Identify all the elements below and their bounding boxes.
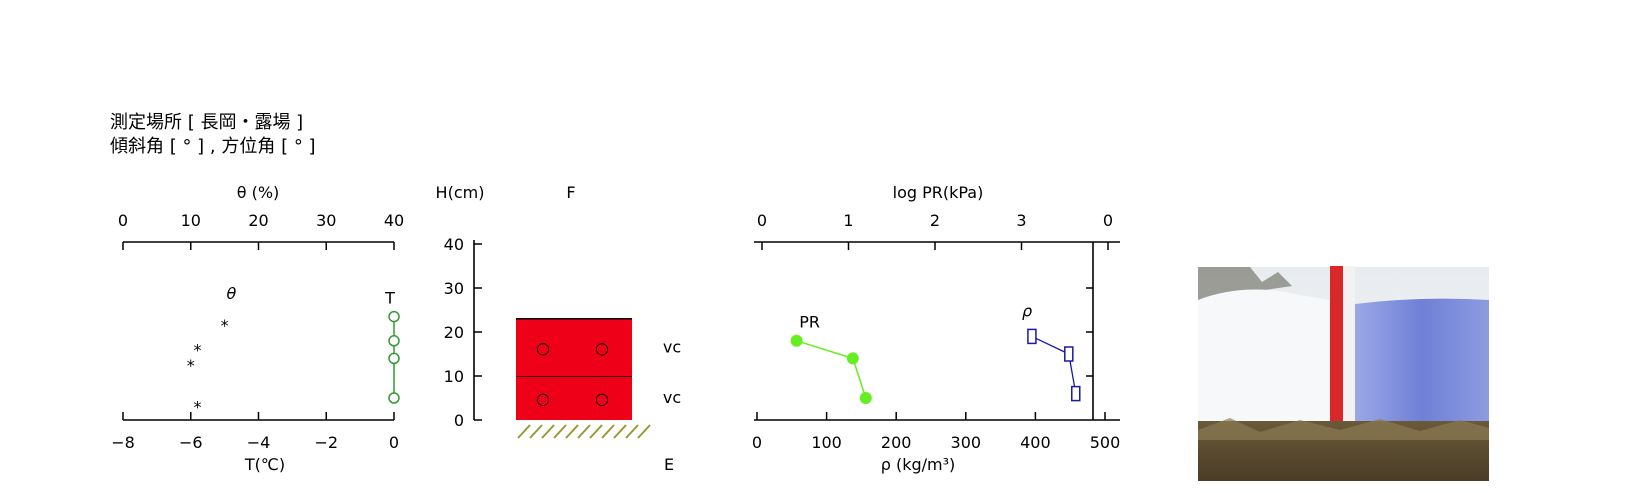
height-axis-ticks: 0 10 20 30 40 (444, 235, 482, 430)
snow-pit-photo (1198, 266, 1489, 481)
log-pr-tick-label: 0 (757, 211, 767, 230)
ground-hatch-line (541, 424, 555, 439)
theta-point: * (194, 340, 202, 359)
height-tick-label: 30 (444, 279, 464, 298)
layer-type-label: vc (663, 388, 681, 407)
snow-layers: ○ ○ vc ○ ○ vc (516, 318, 681, 420)
temperature-series-label: T (384, 288, 395, 307)
log-pr-tick-label: 3 (1016, 211, 1026, 230)
temperature-tick-label: −4 (247, 433, 271, 452)
ground-hatch (517, 424, 651, 439)
height-tick-label: 20 (444, 323, 464, 342)
hardness-header-label: F (566, 183, 575, 202)
density-axis-ticks: 0 100 200 300 400 500 (752, 412, 1120, 452)
density-point (1071, 385, 1081, 402)
pr-point (846, 352, 859, 365)
theta-tick-label: 20 (248, 211, 268, 230)
resistance-density-marks: PR ρ (790, 302, 1081, 404)
density-tick-label: 0 (752, 433, 762, 452)
density-tick-label: 200 (881, 433, 912, 452)
theta-point: * (194, 398, 202, 417)
theta-point: * (221, 316, 229, 335)
ground-hatch-line (589, 424, 603, 439)
theta-axis-label: θ (%) (237, 183, 280, 202)
grain-shape-symbol: ○ (536, 338, 550, 357)
temperature-point (388, 392, 400, 404)
grain-shape-symbol: ○ (595, 338, 609, 357)
temperature-axis-label: T(℃) (244, 455, 285, 474)
height-axis-label: H(cm) (436, 183, 485, 202)
temperature-tick-label: −6 (179, 433, 203, 452)
log-pr-axis-ticks: 0 1 2 3 0 (757, 211, 1113, 250)
ground-hatch-line (601, 424, 615, 439)
temperature-axis-ticks: −8 −6 −4 −2 0 (111, 412, 399, 452)
temperature-point (388, 335, 400, 347)
ground-hatch-line (625, 424, 639, 439)
density-point (1027, 328, 1037, 345)
bottom-e-label: E (664, 455, 674, 474)
snow-layer-panel: H(cm) F 0 10 20 30 40 ○ ○ vc ○ ○ vc E (436, 183, 682, 474)
temperature-moisture-panel: θ (%) 0 10 20 30 40 −8 −6 −4 −2 0 T(℃) ****θ T (111, 183, 404, 474)
resistance-density-panel: log PR(kPa) 0 1 2 3 0 0 100 200 300 400 500 ρ (kg… (752, 183, 1120, 474)
temperature-tick-label: −8 (111, 433, 135, 452)
right-axis-ticks (1086, 287, 1093, 377)
log-pr-tick-label: 1 (843, 211, 853, 230)
density-axis-label: ρ (kg/m³) (881, 455, 956, 474)
theta-point: * (187, 356, 195, 375)
grain-shape-symbol: ○ (536, 389, 550, 408)
ground-hatch-line (553, 424, 567, 439)
pr-point (790, 334, 803, 347)
theta-tick-label: 10 (181, 211, 201, 230)
theta-tick-label: 30 (316, 211, 336, 230)
density-series-label: ρ (1022, 302, 1032, 321)
height-tick-label: 10 (444, 367, 464, 386)
height-tick-label: 0 (454, 411, 464, 430)
snow-layer-block (516, 376, 632, 420)
pr-point (859, 392, 872, 404)
density-tick-label: 100 (811, 433, 842, 452)
density-tick-label: 500 (1090, 433, 1121, 452)
density-tick-label: 400 (1020, 433, 1051, 452)
ground-hatch-line (529, 424, 543, 439)
theta-axis-ticks: 0 10 20 30 40 (118, 211, 404, 250)
temperature-point (388, 310, 400, 323)
pr-series-label: PR (799, 313, 820, 332)
ground-hatch-line (565, 424, 579, 439)
slope-aspect-line: 傾斜角 [ ° ] , 方位角 [ ° ] (110, 136, 316, 157)
ground-hatch-line (613, 424, 627, 439)
snow-layer-block (516, 318, 632, 376)
pr-series-line (796, 340, 867, 399)
temperature-tick-label: 0 (389, 433, 399, 452)
temperature-moisture-marks: ****θ T (187, 284, 400, 417)
site-title: 測定場所 [ 長岡・露場 ] (110, 112, 303, 133)
density-tick-label: 300 (951, 433, 982, 452)
temperature-point (388, 352, 400, 365)
grain-shape-symbol: ○ (595, 389, 609, 408)
log-pr-tick-label: 2 (930, 211, 940, 230)
density-series-line (1031, 335, 1077, 394)
log-pr-tick-label: 0 (1103, 211, 1113, 230)
layer-type-label: vc (663, 337, 681, 356)
log-pr-axis-label: log PR(kPa) (893, 183, 984, 202)
temperature-tick-label: −2 (314, 433, 338, 452)
ground-hatch-line (577, 424, 591, 439)
theta-series-label: θ (227, 284, 237, 303)
theta-tick-label: 40 (384, 211, 404, 230)
theta-tick-label: 0 (118, 211, 128, 230)
height-tick-label: 40 (444, 235, 464, 254)
density-point (1064, 346, 1074, 362)
ground-hatch-line (637, 424, 651, 439)
ground-hatch-line (517, 424, 531, 439)
